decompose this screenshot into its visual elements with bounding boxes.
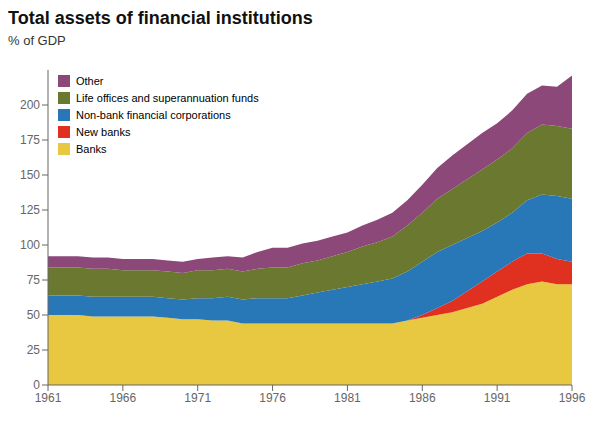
svg-text:50: 50 <box>27 308 41 322</box>
html-text:Total assets of financial inst: Total assets of financial institutions <box>8 8 313 28</box>
svg-text:1996: 1996 <box>559 391 586 405</box>
svg-text:150: 150 <box>20 168 40 182</box>
svg-text:1961: 1961 <box>35 391 62 405</box>
svg-text:1971: 1971 <box>184 391 211 405</box>
svg-text:1976: 1976 <box>259 391 286 405</box>
html-text:Non-bank financial corporation: Non-bank financial corporations <box>76 109 231 121</box>
svg-text:1991: 1991 <box>484 391 511 405</box>
svg-text:1981: 1981 <box>334 391 361 405</box>
html-text:Life offices and superannuatio: Life offices and superannuation funds <box>76 92 259 104</box>
svg-text:75: 75 <box>27 273 41 287</box>
svg-text:25: 25 <box>27 343 41 357</box>
svg-text:1966: 1966 <box>110 391 137 405</box>
svg-text:1986: 1986 <box>409 391 436 405</box>
html-text:Other: Other <box>76 75 104 87</box>
html-text:Banks: Banks <box>76 143 107 155</box>
svg-text:175: 175 <box>20 133 40 147</box>
html-text:% of GDP: % of GDP <box>8 33 66 48</box>
svg-text:125: 125 <box>20 203 40 217</box>
svg-text:0: 0 <box>33 378 40 392</box>
svg-text:200: 200 <box>20 98 40 112</box>
svg-text:100: 100 <box>20 238 40 252</box>
html-text:New banks: New banks <box>76 126 131 138</box>
